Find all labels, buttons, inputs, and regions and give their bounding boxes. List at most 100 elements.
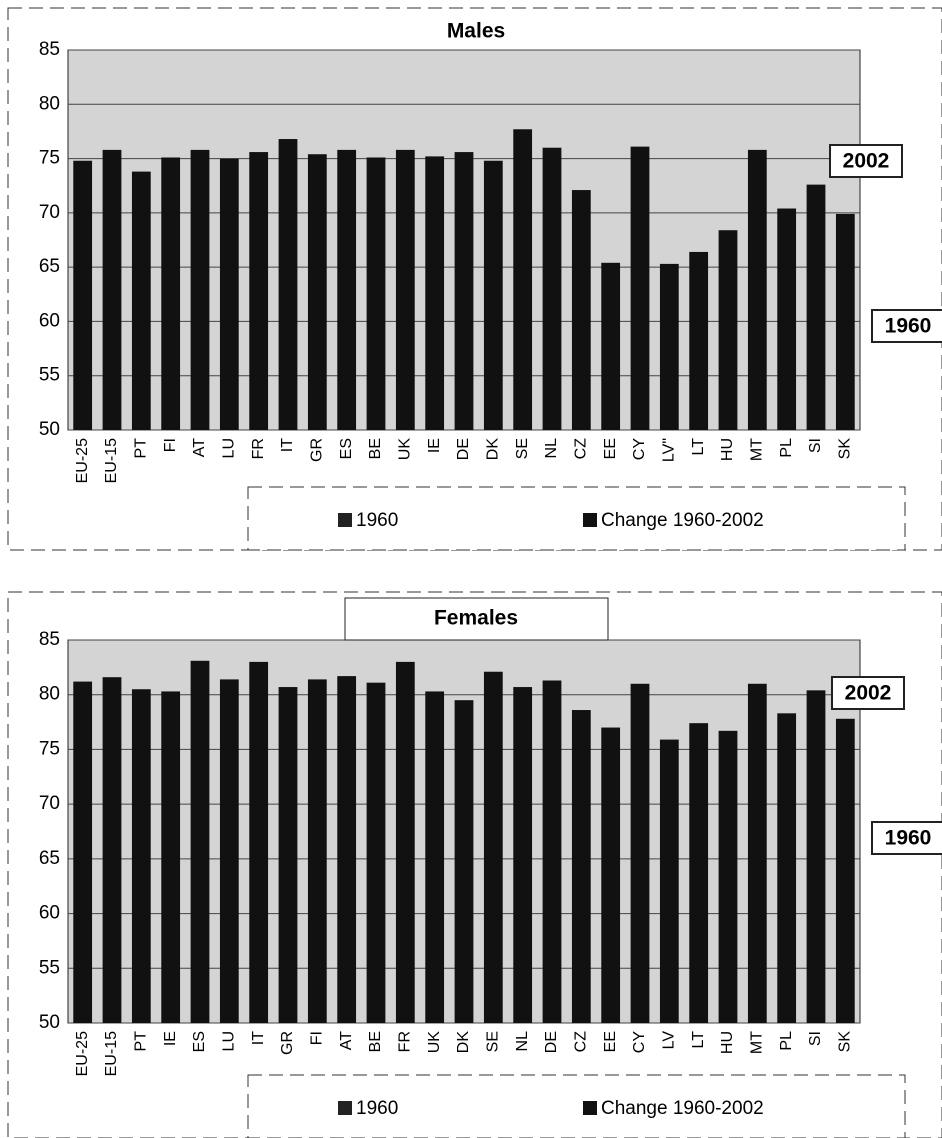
bar: [366, 157, 386, 430]
x-tick-label: SE: [514, 438, 531, 459]
bar: [161, 691, 181, 1023]
x-tick-label: DK: [455, 1031, 472, 1054]
annotation-box: [829, 144, 903, 178]
legend-label: Change 1960-2002: [601, 510, 764, 531]
bar: [337, 149, 357, 430]
bar: [278, 139, 298, 430]
bar: [718, 730, 738, 1023]
x-tick-label: EU-25: [74, 1031, 91, 1076]
x-tick-label: PT: [133, 1031, 150, 1052]
x-tick-label: EE: [602, 438, 619, 459]
x-tick-label: LT: [690, 1031, 707, 1049]
legend-box: [247, 486, 906, 551]
bar: [425, 156, 445, 430]
x-tick-label: FR: [397, 1031, 414, 1052]
x-tick-label: EU-15: [103, 438, 120, 483]
chart-title: Females: [434, 607, 518, 630]
bar: [806, 184, 826, 430]
x-tick-label: GR: [309, 438, 326, 462]
x-tick-label: LU: [221, 438, 238, 458]
legend-swatch: [583, 1101, 597, 1115]
bar: [131, 171, 151, 430]
x-tick-label: LV: [661, 1031, 678, 1050]
annotation: 2002: [843, 150, 890, 173]
chart-title: Males: [447, 20, 505, 43]
bar: [747, 683, 767, 1023]
bar: [659, 263, 679, 430]
legend-label: 1960: [356, 1098, 398, 1119]
bar: [219, 679, 239, 1023]
bar: [249, 152, 269, 431]
y-tick-label: 55: [39, 957, 60, 978]
legend-swatch: [583, 513, 597, 527]
bar: [307, 154, 327, 430]
bar: [718, 230, 738, 430]
x-tick-label: BE: [367, 438, 384, 459]
y-tick-label: 65: [39, 256, 60, 277]
x-tick-label: PL: [778, 438, 795, 458]
bar: [777, 713, 797, 1023]
annotation: 1960: [885, 315, 932, 338]
x-tick-label: FI: [162, 438, 179, 452]
x-tick-label: DE: [543, 1031, 560, 1053]
y-tick-label: 55: [39, 365, 60, 386]
x-tick-label: CY: [631, 438, 648, 461]
bar: [249, 661, 269, 1023]
bar: [219, 158, 239, 431]
x-tick-label: CZ: [573, 438, 590, 460]
annotation-box: [871, 309, 942, 343]
bar: [513, 687, 533, 1023]
x-tick-label: IT: [279, 438, 296, 452]
y-tick-label: 65: [39, 848, 60, 869]
legend-swatch: [338, 1101, 352, 1115]
x-tick-label: LU: [221, 1031, 238, 1051]
legend-swatch: [338, 513, 352, 527]
bar: [395, 661, 415, 1023]
x-tick-label: EU-15: [103, 1031, 120, 1076]
bar: [835, 213, 855, 430]
x-tick-label: IE: [162, 1031, 179, 1046]
legend-label: 1960: [356, 510, 398, 531]
y-tick-label: 70: [39, 202, 60, 223]
x-tick-label: FR: [250, 438, 267, 459]
x-tick-label: SK: [837, 1031, 854, 1053]
bar: [425, 691, 445, 1023]
bar: [689, 251, 709, 430]
x-tick-label: UK: [426, 1031, 443, 1054]
y-tick-label: 60: [39, 310, 60, 331]
x-tick-label: DE: [455, 438, 472, 460]
bar: [659, 739, 679, 1023]
x-tick-label: HU: [719, 438, 736, 461]
x-tick-label: IE: [426, 438, 443, 453]
bar: [601, 262, 621, 430]
x-tick-label: EU-25: [74, 438, 91, 483]
annotation-box: [871, 821, 942, 855]
x-tick-label: PT: [133, 438, 150, 459]
x-tick-label: FI: [309, 1031, 326, 1045]
x-tick-label: LV": [661, 438, 678, 462]
x-tick-label: PL: [778, 1031, 795, 1051]
bar: [307, 679, 327, 1023]
bar: [454, 700, 474, 1023]
bar: [689, 723, 709, 1023]
x-tick-label: DK: [485, 438, 502, 461]
x-tick-label: IT: [250, 1031, 267, 1045]
annotation-box: [831, 676, 905, 710]
bar: [73, 160, 93, 430]
annotation: 2002: [845, 682, 892, 705]
bar: [161, 157, 181, 430]
y-tick-label: 85: [39, 629, 60, 650]
y-tick-label: 60: [39, 903, 60, 924]
bar: [102, 149, 122, 430]
x-tick-label: NL: [514, 1031, 531, 1052]
x-tick-label: MT: [749, 438, 766, 461]
bar: [542, 680, 562, 1023]
x-tick-label: UK: [397, 438, 414, 461]
title-box: [344, 597, 609, 641]
y-tick-label: 50: [39, 419, 60, 440]
y-tick-label: 85: [39, 39, 60, 60]
bar: [395, 149, 415, 430]
bar: [571, 190, 591, 430]
x-tick-label: CZ: [573, 1031, 590, 1053]
